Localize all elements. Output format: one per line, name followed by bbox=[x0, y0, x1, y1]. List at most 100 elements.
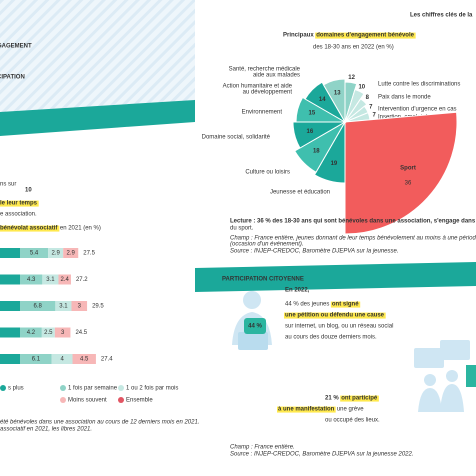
text-run: 44 % des jeunes bbox=[285, 302, 329, 308]
segment-label: 2.9 bbox=[67, 251, 76, 257]
wedge-value: 19 bbox=[331, 161, 338, 167]
bar-segment bbox=[54, 327, 71, 338]
lecture: du sport. bbox=[230, 226, 254, 232]
text-run: ont participé bbox=[341, 396, 378, 402]
champ: Champ : France entière, jeunes donnant d… bbox=[230, 236, 476, 242]
text-run: une pétition ou défendu une cause bbox=[285, 313, 385, 319]
header: Les chiffres clés de la bbox=[410, 13, 473, 19]
highlight bbox=[340, 395, 379, 402]
highlight bbox=[0, 200, 39, 207]
segment-label: 3.1 bbox=[59, 304, 68, 310]
wedge-value: 16 bbox=[306, 129, 313, 135]
wedge-value: 36 bbox=[405, 181, 412, 187]
text-run: en 2021 (en %) bbox=[60, 226, 101, 232]
wedge-value: 18 bbox=[313, 148, 320, 154]
wedge bbox=[292, 121, 347, 149]
wedge bbox=[294, 120, 347, 173]
text-run: ont signé bbox=[332, 302, 359, 308]
bar-segment bbox=[20, 327, 42, 338]
domain-label: Action humanitaire et aide bbox=[223, 84, 293, 90]
bar-segment bbox=[51, 354, 73, 364]
badge: 44 % bbox=[248, 324, 262, 330]
segment-label: 2.9 bbox=[51, 251, 60, 257]
bar-segment bbox=[63, 248, 79, 258]
bar-segment bbox=[41, 327, 55, 338]
wedge bbox=[344, 111, 458, 235]
segment-label: 2.4 bbox=[61, 277, 70, 283]
text-run: 21 % bbox=[325, 396, 339, 402]
wedge-value: 8 bbox=[366, 95, 370, 101]
legend-label: 1 ou 2 fois par mois bbox=[126, 386, 178, 392]
legend-swatch bbox=[118, 385, 124, 391]
section-title: PARTICIPATION CITOYENNE bbox=[222, 277, 304, 283]
big-title: GAGEMENT bbox=[0, 44, 32, 50]
text-run: e association. bbox=[0, 212, 37, 218]
text-run: à une manifestation bbox=[278, 407, 335, 413]
domain-label: Paix dans le monde bbox=[378, 95, 431, 101]
highlight bbox=[315, 32, 416, 39]
total-label: 29.5 bbox=[92, 304, 104, 310]
legend-swatch bbox=[118, 397, 124, 403]
teal-band bbox=[0, 100, 195, 136]
bar-segment bbox=[20, 274, 43, 285]
wedge bbox=[295, 96, 347, 123]
bar-base bbox=[0, 327, 20, 338]
wedge-value: 14 bbox=[319, 97, 326, 103]
text-run: Principaux bbox=[283, 33, 314, 39]
segment-label: 4 bbox=[60, 357, 64, 363]
section-band bbox=[195, 262, 476, 292]
legend-label: Moins souvent bbox=[68, 398, 107, 404]
domain-label: Lutte contre les discriminations bbox=[378, 82, 460, 88]
person-illustration bbox=[232, 291, 272, 350]
text-run: le leur temps bbox=[0, 201, 38, 207]
bar-segment bbox=[55, 301, 72, 311]
total-label: 27.2 bbox=[76, 277, 88, 283]
total-label: 24.5 bbox=[75, 330, 87, 336]
big-title: CIPATION bbox=[0, 75, 25, 81]
wedge-name: Sport bbox=[400, 166, 416, 172]
source: Source : INJEP-CREDOC, Baromètre DJEPVA … bbox=[230, 249, 399, 255]
text-run: ns sur bbox=[0, 182, 16, 188]
header-background bbox=[0, 0, 195, 112]
segment-label: 6.8 bbox=[34, 304, 43, 310]
text-run: une grève bbox=[337, 407, 364, 413]
segment-label: 4.3 bbox=[27, 277, 36, 283]
bar-segment bbox=[20, 301, 56, 311]
bar-segment bbox=[71, 301, 88, 311]
text-run: ou occupé des lieux. bbox=[325, 418, 380, 424]
highlight bbox=[284, 312, 386, 319]
wedge-value: 13 bbox=[334, 91, 341, 97]
footnote: associatif en 2021, les libres 2021. bbox=[0, 427, 92, 433]
champ: Champ : France entière. bbox=[230, 445, 295, 451]
bar-segment bbox=[20, 354, 52, 364]
highlight bbox=[0, 225, 60, 232]
legend-label: Ensemble bbox=[126, 398, 153, 404]
bar-base bbox=[0, 248, 20, 258]
bar-base bbox=[0, 274, 20, 285]
bar-segment bbox=[72, 354, 96, 364]
segment-label: 5.4 bbox=[30, 251, 39, 257]
domain-label: Domaine social, solidarité bbox=[202, 135, 271, 141]
wedge bbox=[313, 120, 346, 184]
segment-label: 4.5 bbox=[80, 357, 89, 363]
bar-segment bbox=[48, 248, 64, 258]
wedge bbox=[344, 88, 365, 123]
bar-segment bbox=[42, 274, 59, 285]
segment-label: 2.5 bbox=[44, 330, 53, 336]
highlight bbox=[277, 406, 336, 413]
bar-segment bbox=[20, 248, 49, 258]
legend-swatch bbox=[60, 385, 66, 391]
source: Source : INJEP-CREDOC, Baromètre DJEPVA … bbox=[230, 452, 414, 458]
bar-segment bbox=[58, 274, 71, 285]
legend-label: s plus bbox=[8, 386, 24, 392]
legend-swatch bbox=[60, 397, 66, 403]
segment-label: 3 bbox=[61, 330, 65, 336]
domain-label: Environnement bbox=[242, 110, 283, 116]
intro: En 2022, bbox=[285, 288, 310, 294]
text-run: des 18-30 ans en 2022 (en %) bbox=[313, 45, 394, 51]
wedge bbox=[322, 78, 346, 124]
total-label: 27.5 bbox=[83, 251, 95, 257]
segment-label: 3.1 bbox=[46, 277, 55, 283]
